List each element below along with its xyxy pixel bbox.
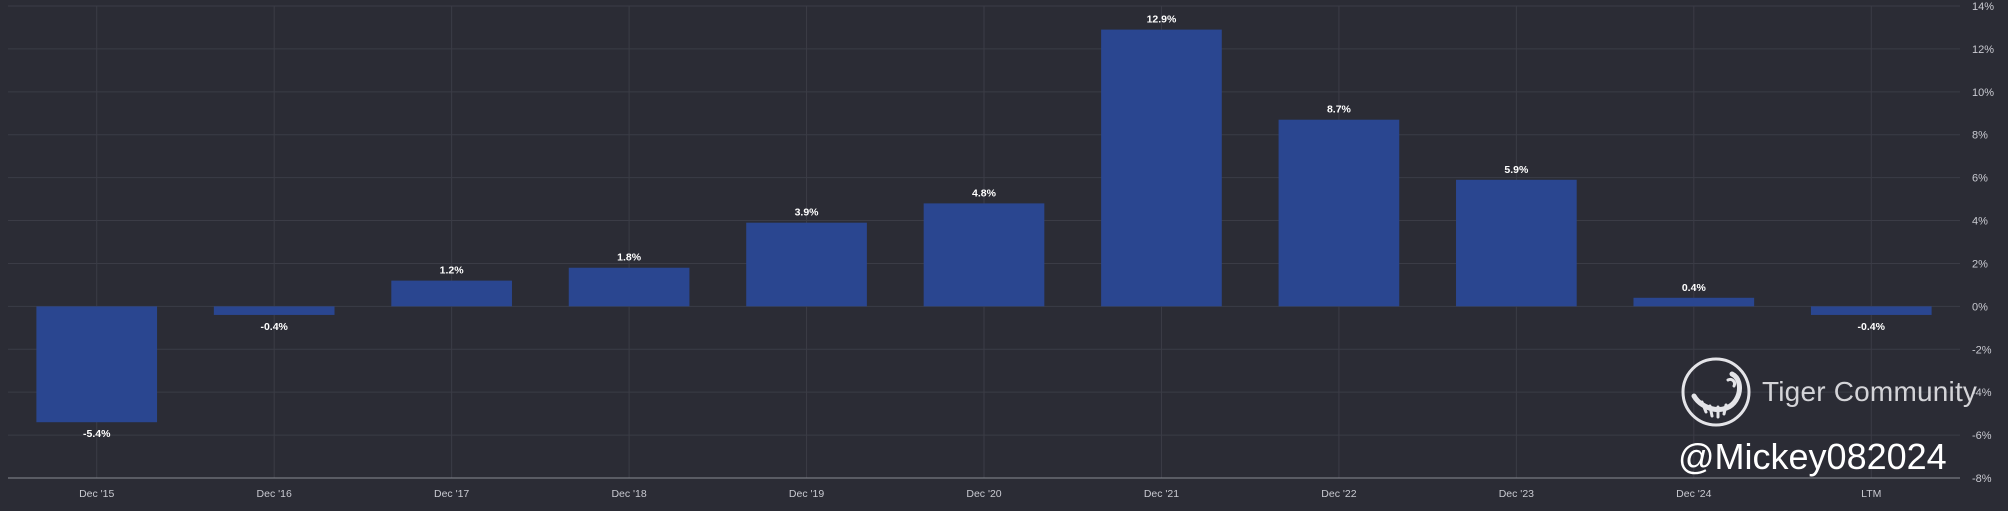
data-label: -0.4% bbox=[260, 321, 288, 333]
data-label: -0.4% bbox=[1858, 321, 1886, 333]
data-label: 5.9% bbox=[1504, 164, 1529, 176]
data-label: 1.8% bbox=[617, 252, 642, 264]
data-label: 8.7% bbox=[1327, 104, 1352, 116]
y-tick-label: 6% bbox=[1972, 173, 1988, 185]
y-tick-label: 2% bbox=[1972, 258, 1988, 270]
x-tick-label: Dec '17 bbox=[434, 488, 469, 500]
bar bbox=[391, 280, 512, 307]
data-label: -5.4% bbox=[83, 428, 111, 440]
axes: 14% 12% 10% 8% 6% 4% 2% 0% -2% -4% -6% -8% Dec '15 De… bbox=[8, 1, 1994, 500]
bar bbox=[568, 267, 690, 307]
bar bbox=[1101, 29, 1222, 307]
data-labels: -5.4% -0.4% 1.2% 1.8% 3.9% 4.8% 12.9% 8.7% 5.9% 0… bbox=[83, 14, 1886, 441]
y-tick-label: -4% bbox=[1972, 387, 1992, 399]
y-tick-label: 8% bbox=[1972, 130, 1988, 142]
data-label: 12.9% bbox=[1147, 14, 1177, 26]
x-tick-label: Dec '24 bbox=[1676, 488, 1711, 500]
x-tick-label: Dec '16 bbox=[257, 488, 292, 500]
bar bbox=[1810, 306, 1932, 315]
x-tick-label: Dec '19 bbox=[789, 488, 824, 500]
x-tick-label: Dec '18 bbox=[611, 488, 646, 500]
bar bbox=[36, 306, 158, 423]
data-label: 3.9% bbox=[795, 207, 820, 219]
bar bbox=[1278, 119, 1400, 307]
data-label: 0.4% bbox=[1682, 282, 1707, 294]
y-tick-label: 4% bbox=[1972, 216, 1988, 228]
bar bbox=[746, 222, 867, 307]
x-tick-label: Dec '20 bbox=[966, 488, 1001, 500]
bars bbox=[36, 29, 1932, 423]
x-tick-label: Dec '21 bbox=[1144, 488, 1179, 500]
bar bbox=[213, 306, 335, 315]
y-tick-label: -2% bbox=[1972, 344, 1992, 356]
x-tick-label: LTM bbox=[1861, 488, 1881, 500]
x-tick-label: Dec '22 bbox=[1321, 488, 1356, 500]
y-tick-label: -6% bbox=[1972, 430, 1992, 442]
x-tick-label: Dec '23 bbox=[1499, 488, 1534, 500]
y-tick-label: 12% bbox=[1972, 44, 1994, 56]
y-tick-label: 10% bbox=[1972, 87, 1994, 99]
y-tick-label: -8% bbox=[1972, 473, 1992, 485]
data-label: 1.2% bbox=[440, 265, 465, 277]
x-tick-label: Dec '15 bbox=[79, 488, 114, 500]
bar bbox=[1456, 179, 1577, 307]
bar bbox=[923, 203, 1045, 307]
y-tick-label: 14% bbox=[1972, 1, 1994, 13]
y-tick-label: 0% bbox=[1972, 301, 1988, 313]
data-label: 4.8% bbox=[972, 187, 997, 199]
bar bbox=[1633, 297, 1755, 307]
